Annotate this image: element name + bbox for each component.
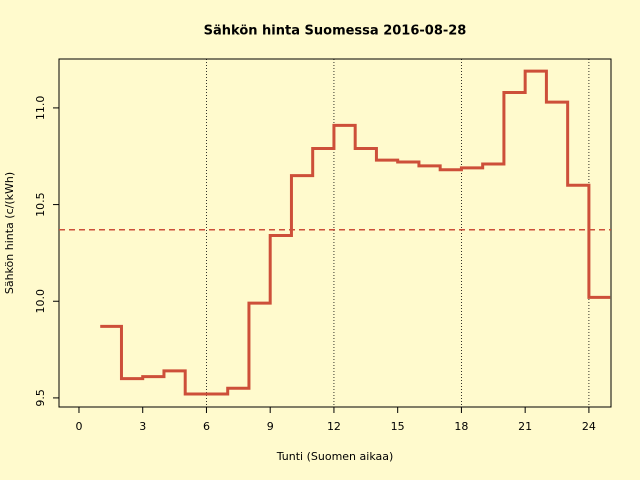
x-tick-label: 3: [139, 420, 146, 433]
y-tick-label: 10.5: [34, 192, 47, 217]
plot-box: [58, 58, 612, 408]
chart-title: Sähkön hinta Suomessa 2016-08-28: [204, 24, 467, 39]
x-tick-label: 6: [203, 420, 210, 433]
y-tick-label: 11.0: [34, 96, 47, 121]
x-tick-label: 18: [454, 420, 468, 433]
y-tick-label: 9.5: [34, 389, 47, 407]
x-axis-label: Tunti (Suomen aikaa): [276, 450, 394, 463]
x-tick-label: 12: [327, 420, 341, 433]
y-axis-label: Sähkön hinta (c/(kWh): [3, 172, 16, 294]
y-tick-label: 10.0: [34, 289, 47, 314]
x-tick-label: 9: [267, 420, 274, 433]
data-line: [100, 69, 611, 396]
x-tick-label: 0: [75, 420, 82, 433]
x-tick-label: 15: [391, 420, 405, 433]
x-tick-label: 21: [518, 420, 532, 433]
x-tick-label: 24: [582, 420, 596, 433]
